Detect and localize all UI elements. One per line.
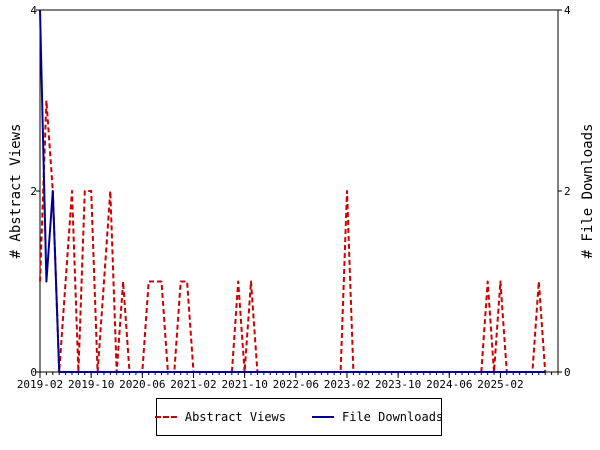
x-tick-label: 2022-06 bbox=[273, 378, 319, 391]
legend: Abstract Views File Downloads bbox=[154, 398, 443, 436]
x-tick-label: 2021-10 bbox=[221, 378, 267, 391]
series-line-abstract-views bbox=[39, 99, 547, 373]
legend-item-abstract-views: Abstract Views bbox=[154, 410, 286, 424]
y-left-tick-label: 2 bbox=[30, 185, 37, 198]
series-line-file-downloads bbox=[39, 9, 546, 373]
legend-label-file-downloads: File Downloads bbox=[342, 410, 444, 424]
x-tick-label: 2019-10 bbox=[68, 378, 114, 391]
plot-frame bbox=[39, 9, 559, 373]
y-right-tick-label: 0 bbox=[564, 366, 571, 379]
x-tick-label: 2019-02 bbox=[17, 378, 63, 391]
legend-swatch-abstract-views bbox=[154, 416, 177, 418]
y-left-tick-label: 4 bbox=[30, 4, 37, 17]
x-tick-label: 2023-02 bbox=[324, 378, 370, 391]
y-left-tick-label: 0 bbox=[30, 366, 37, 379]
x-tick-label: 2020-06 bbox=[119, 378, 165, 391]
y-right-tick-label: 2 bbox=[564, 185, 571, 198]
legend-item-file-downloads: File Downloads bbox=[312, 410, 443, 424]
legend-label-abstract-views: Abstract Views bbox=[184, 410, 286, 424]
x-tick-label: 2024-06 bbox=[426, 378, 472, 391]
y-left-axis-title: # Abstract Views bbox=[8, 124, 24, 259]
y-right-tick-label: 4 bbox=[564, 4, 571, 17]
x-tick-label: 2023-10 bbox=[375, 378, 421, 391]
x-tick-label: 2025-02 bbox=[477, 378, 523, 391]
x-tick-label: 2021-02 bbox=[170, 378, 216, 391]
y-right-axis-title: # File Downloads bbox=[580, 124, 596, 259]
legend-swatch-file-downloads bbox=[312, 416, 334, 418]
